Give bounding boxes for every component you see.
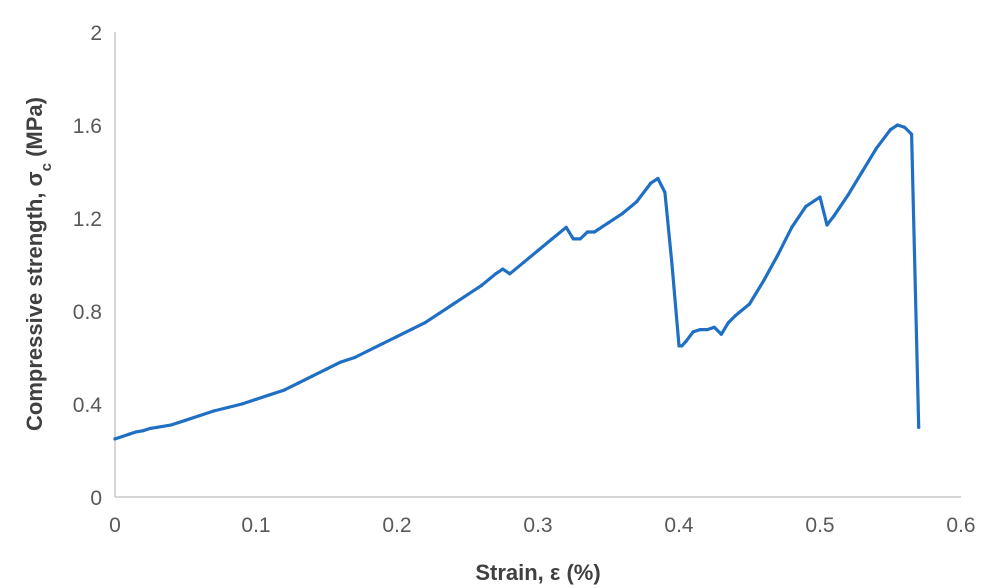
y-tick-label: 1.6 (73, 115, 102, 138)
data-point (465, 293, 470, 297)
data-point (649, 181, 653, 185)
data-point (917, 425, 921, 429)
data-point (550, 237, 554, 241)
data-point (712, 325, 716, 329)
data-point (726, 321, 731, 325)
data-point (684, 339, 688, 343)
data-point (395, 335, 399, 339)
data-point (113, 437, 117, 441)
data-point (296, 381, 300, 385)
data-point (896, 123, 900, 127)
data-point (310, 374, 314, 378)
data-point (501, 267, 505, 271)
data-point (670, 262, 674, 267)
data-point (155, 425, 159, 429)
data-point (860, 169, 864, 174)
data-point (120, 435, 124, 439)
x-tick-label: 0.2 (382, 514, 411, 537)
data-point (656, 176, 660, 181)
data-point (804, 204, 808, 208)
y-tick-label: 1.2 (73, 208, 102, 231)
y-axis-title-main: Compressive strength, σ (22, 171, 47, 431)
data-point (183, 418, 188, 422)
data-point (874, 146, 879, 150)
data-point (494, 272, 498, 276)
data-point (677, 344, 681, 348)
data-point (592, 230, 597, 234)
data-point (910, 132, 914, 136)
y-tick-labels: 0 0.4 0.8 1.2 1.6 2 (73, 22, 103, 510)
data-point (423, 321, 427, 325)
data-point (282, 388, 286, 392)
y-tick-label: 0 (90, 487, 102, 510)
x-axis-title: Strain, ε (%) (475, 560, 600, 585)
data-point (680, 344, 684, 348)
data-point (621, 211, 625, 215)
data-point (832, 214, 836, 218)
data-point (480, 283, 484, 287)
data-point (508, 272, 512, 276)
y-axis-title-subscript: c (38, 163, 55, 171)
data-point (367, 348, 371, 353)
data-point (691, 330, 695, 334)
data-point (409, 328, 413, 332)
data-point (571, 237, 575, 241)
data-point (747, 302, 752, 306)
y-tick-label: 2 (90, 22, 102, 45)
data-point (141, 429, 145, 433)
y-tick-label: 0.4 (73, 394, 103, 417)
data-point (903, 125, 907, 129)
data-point (705, 328, 709, 332)
data-point (268, 393, 272, 397)
data-point (585, 230, 590, 234)
data-point (536, 248, 540, 253)
data-point (212, 409, 216, 413)
data-point (698, 328, 702, 332)
x-tick-label: 0.4 (664, 514, 694, 537)
data-point (606, 221, 611, 225)
data-point (254, 397, 258, 401)
data-point (198, 414, 202, 418)
data-point (762, 279, 766, 283)
x-tick-label: 0.3 (523, 514, 552, 537)
data-point (846, 193, 850, 197)
data-point (240, 402, 244, 406)
x-tick-label: 0.5 (805, 514, 834, 537)
data-point (564, 225, 568, 229)
y-tick-label: 0.8 (73, 301, 102, 324)
data-point (818, 195, 822, 199)
x-tick-labels: 0 0.1 0.2 0.3 0.4 0.5 0.6 (109, 514, 975, 537)
y-axis-title: Compressive strength, σc (MPa) (22, 97, 55, 431)
series-line (113, 123, 921, 441)
data-point (733, 314, 738, 318)
data-point (776, 253, 780, 257)
data-point (578, 237, 582, 241)
x-tick-label: 0 (109, 514, 121, 537)
data-point (451, 302, 455, 306)
data-point (353, 355, 357, 360)
data-point (825, 223, 829, 227)
data-point (127, 432, 131, 436)
y-axis-title-unit: (MPa) (22, 97, 47, 163)
data-point (635, 200, 639, 204)
data-point (324, 367, 329, 371)
data-point (719, 332, 723, 336)
data-point (134, 430, 138, 434)
data-point (381, 341, 385, 346)
data-point (437, 311, 441, 315)
series-points (113, 123, 921, 441)
data-point (663, 190, 667, 194)
data-point (790, 225, 794, 229)
data-point (169, 423, 173, 427)
data-point (339, 360, 343, 364)
x-tick-label: 0.1 (241, 514, 270, 537)
data-point (888, 128, 893, 132)
data-point (522, 260, 526, 264)
x-tick-label: 0.6 (946, 514, 975, 537)
data-point (148, 426, 152, 430)
data-point (226, 405, 230, 410)
